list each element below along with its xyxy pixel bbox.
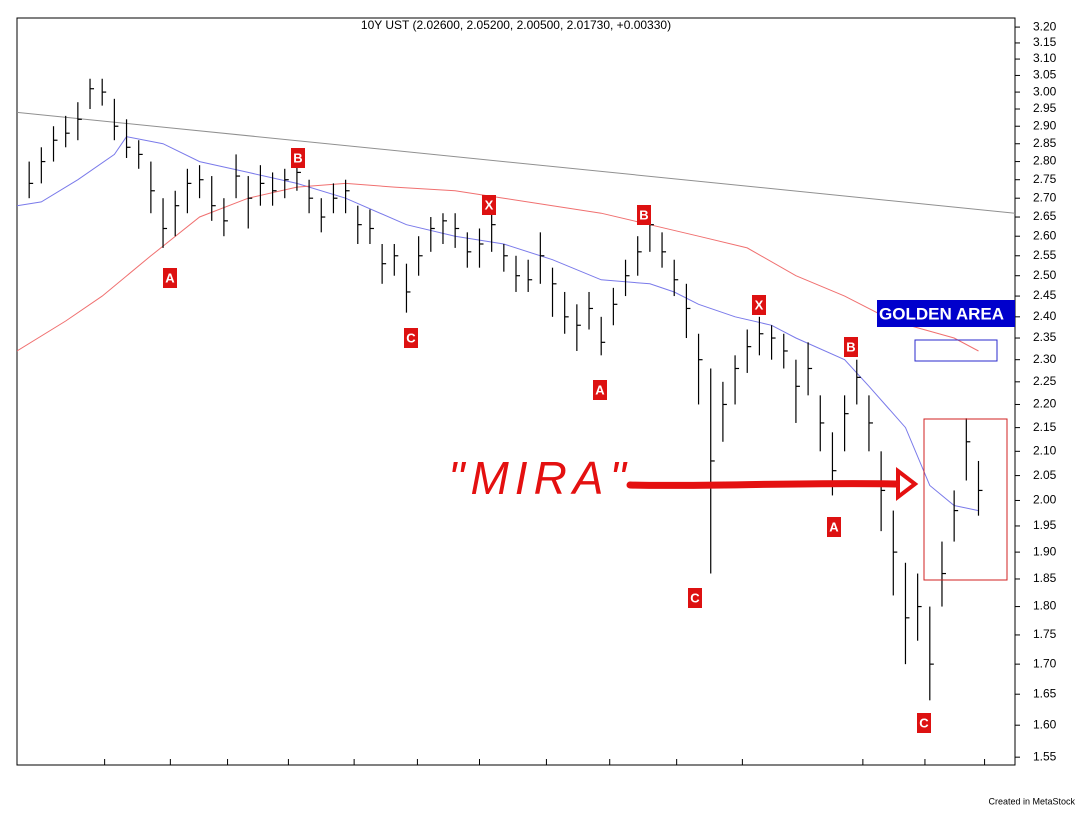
wave-label: C (919, 715, 929, 730)
wave-box (844, 337, 858, 357)
lines-layer (17, 111, 1015, 512)
mira-label: "MIRA" (448, 452, 632, 504)
wave-box (752, 295, 766, 315)
x-tick-label: November (743, 767, 798, 781)
y-tick-label: 1.70 (1033, 656, 1057, 670)
y-tick-label: 2.40 (1033, 309, 1057, 323)
wave-box (917, 713, 931, 733)
y-tick-label: 2.10 (1033, 443, 1057, 457)
y-tick-label: 1.90 (1033, 544, 1057, 558)
bars-layer (28, 78, 983, 701)
y-axis: 1.55 1.60 1.65 1.70 1.75 1.80 1.85 1.90 1.95 2.00… (1015, 19, 1057, 763)
y-tick-label: 1.95 (1033, 518, 1057, 532)
y-tick-label: 2.50 (1033, 268, 1057, 282)
chart-title: 10Y UST (2.02600, 2.05200, 2.00500, 2.01… (361, 18, 671, 32)
y-tick-label: 3.20 (1033, 19, 1057, 33)
wave-label: C (406, 330, 416, 345)
y-tick-label: 1.75 (1033, 627, 1057, 641)
wave-box (163, 268, 177, 288)
y-tick-label: 3.05 (1033, 68, 1057, 82)
y-tick-label: 1.60 (1033, 717, 1057, 731)
wave-label: B (293, 150, 302, 165)
x-tick-label: March (229, 767, 262, 781)
x-tick-label: 2015 (864, 767, 891, 781)
wave-label: X (485, 197, 494, 212)
y-tick-label: 2.30 (1033, 352, 1057, 366)
y-tick-label: 3.10 (1033, 51, 1057, 65)
y-tick-label: 2.45 (1033, 288, 1057, 302)
annotations: "MIRA" GOLDEN AREA A B C X B A C X B A C (163, 148, 1015, 733)
x-tick-label: February (926, 767, 974, 781)
x-tick-label: August (547, 767, 585, 781)
x-tick-label: February (171, 767, 219, 781)
y-tick-label: 2.80 (1033, 154, 1057, 168)
x-tick-label: October (678, 767, 721, 781)
x-tick-label: May (355, 767, 378, 781)
y-tick-label: 2.05 (1033, 468, 1057, 482)
wave-label: C (690, 590, 700, 605)
y-tick-label: 2.70 (1033, 190, 1057, 204)
plot-frame (16, 17, 1016, 766)
wave-box (482, 195, 496, 215)
y-tick-label: 2.75 (1033, 172, 1057, 186)
x-label-clip: mber 2014 February March April May June July Aug… (18, 767, 1019, 781)
wave-label: B (639, 207, 648, 222)
credit: Created in MetaStock (988, 796, 1075, 806)
y-tick-label: 2.60 (1033, 228, 1057, 242)
y-tick-label: 3.00 (1033, 84, 1057, 98)
y-tick-label: 2.25 (1033, 374, 1057, 388)
y-tick-label: 1.85 (1033, 571, 1057, 585)
y-tick-label: 2.15 (1033, 420, 1057, 434)
highlight-box (923, 418, 1008, 581)
y-tick-label: 2.95 (1033, 101, 1057, 115)
y-tick-label: 2.90 (1033, 118, 1057, 132)
x-tick-label: March (986, 767, 1019, 781)
line-series (17, 136, 979, 512)
line-series (17, 182, 979, 352)
wave-label: A (595, 382, 605, 397)
x-tick-label: July (480, 767, 501, 781)
y-tick-label: 1.55 (1033, 749, 1057, 763)
wave-box (637, 205, 651, 225)
line-series (17, 111, 1015, 214)
y-tick-label: 2.85 (1033, 136, 1057, 150)
wave-label: A (829, 519, 839, 534)
y-tick-label: 2.35 (1033, 330, 1057, 344)
arrow-head (896, 466, 919, 502)
wave-box (827, 517, 841, 537)
golden-area-label: GOLDEN AREA (879, 304, 1004, 323)
y-tick-label: 1.80 (1033, 599, 1057, 613)
x-tick-label: September (611, 767, 670, 781)
target-box (914, 339, 998, 362)
y-tick-label: 2.00 (1033, 493, 1057, 507)
x-axis: mber 2014 February March April May June July Aug… (16, 759, 1019, 781)
wave-label: B (846, 339, 855, 354)
golden-area-box (877, 300, 1015, 327)
arrow (626, 480, 904, 489)
wave-box (688, 588, 702, 608)
y-tick-label: 3.15 (1033, 35, 1057, 49)
y-tick-label: 1.65 (1033, 686, 1057, 700)
x-tick-label: mber (18, 767, 45, 781)
x-tick-label: June (418, 767, 444, 781)
y-tick-label: 2.55 (1033, 248, 1057, 262)
x-tick-label: April (289, 767, 313, 781)
y-tick-label: 2.65 (1033, 209, 1057, 223)
x-tick-label: 2014 (106, 767, 133, 781)
wave-box (593, 380, 607, 400)
y-tick-label: 2.20 (1033, 397, 1057, 411)
wave-box (291, 148, 305, 168)
wave-label: X (755, 297, 764, 312)
wave-label: A (165, 270, 175, 285)
wave-box (404, 328, 418, 348)
